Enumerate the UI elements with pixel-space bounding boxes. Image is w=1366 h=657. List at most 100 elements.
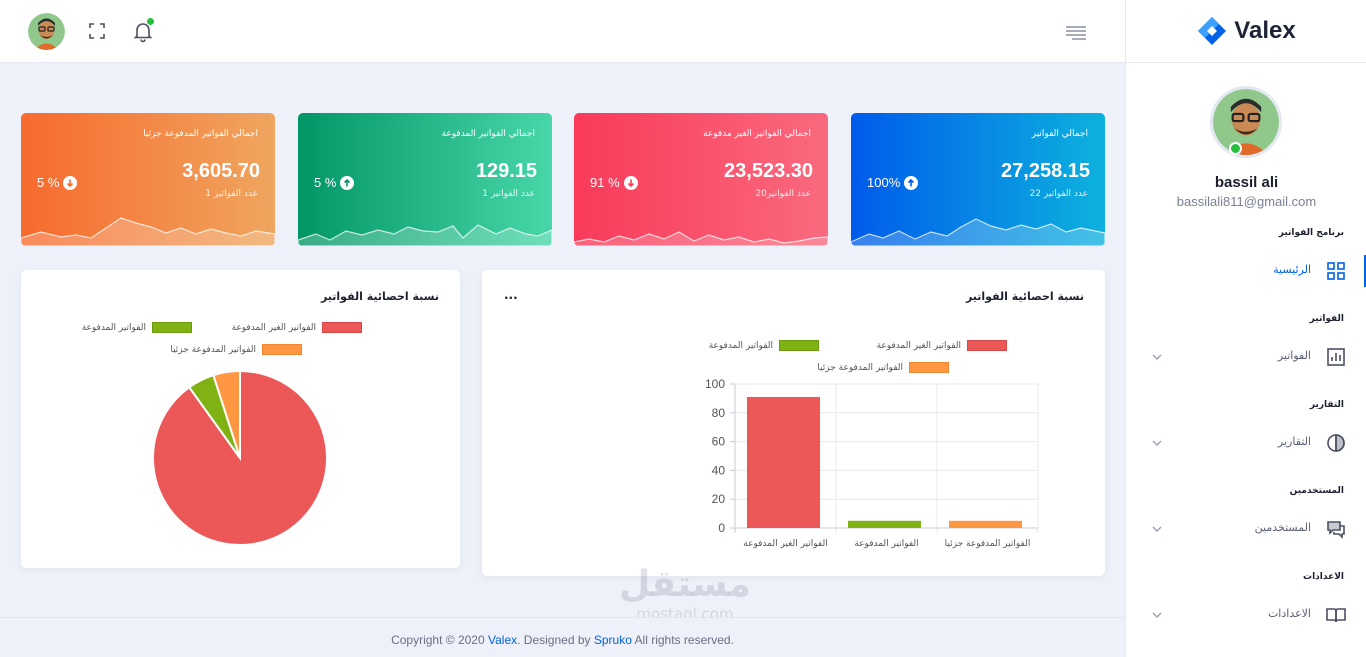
kpi-card-partially-paid[interactable]: اجمالي الفواتير المدفوعة جزئيا 3,605.70 … — [21, 113, 275, 246]
card-value: 23,523.30 — [724, 160, 813, 182]
bar-chart-panel: نسبة احصائية الفواتير ... الفواتير الغير… — [482, 270, 1105, 576]
card-pct-value: 100% — [867, 175, 901, 190]
nav-category-invoices: الفواتير — [1309, 314, 1344, 324]
card-value: 129.15 — [475, 160, 537, 182]
bar-chart: 0 20 40 60 80 100 الفواتير الغير المدفوعة الفوا… — [705, 377, 1039, 549]
legend-item-unpaid[interactable]: الفواتير الغير المدفوعة — [877, 340, 1007, 351]
valex-logo-icon — [1198, 17, 1227, 45]
card-pct-value: 5 % — [37, 175, 60, 190]
bar — [949, 520, 1022, 528]
avatar-image — [1213, 89, 1279, 155]
bar — [848, 520, 921, 528]
footer-brand-link[interactable]: Valex — [487, 633, 518, 647]
footer-prefix: Copyright © 2020 — [391, 633, 488, 647]
sidebar-item-users[interactable]: المستخدمين — [1126, 512, 1366, 546]
profile-email: bassilali811@gmail.com — [1176, 194, 1317, 209]
avatar-image — [28, 13, 65, 50]
sidebar-item-reports[interactable]: التقارير — [1126, 426, 1366, 460]
legend-label: الفواتير المدفوعة جزئيا — [817, 362, 903, 373]
chevron-down-icon — [1152, 354, 1162, 360]
card-percentage: 5 % — [37, 175, 78, 190]
y-tick-label: 100 — [705, 377, 725, 391]
arrow-down-circle-icon — [623, 175, 638, 190]
kpi-card-unpaid[interactable]: اجمالي الفواتير الغير مدفوعة 23,523.30 ع… — [574, 113, 828, 246]
arrow-up-circle-icon — [340, 175, 355, 190]
sidebar-item-label: التقارير — [1277, 435, 1311, 448]
chevron-down-icon — [1152, 612, 1162, 618]
sidebar-item-home[interactable]: الرئيسية — [1126, 254, 1366, 288]
watermark-arabic: مستقل — [619, 564, 751, 605]
watermark: مستقل mostaql.com — [595, 564, 775, 624]
legend-swatch — [909, 362, 949, 373]
sidebar: Valex bassil ali bassilali811@gmail.com … — [1125, 0, 1366, 657]
profile-avatar[interactable] — [1210, 86, 1282, 158]
card-subtitle: عدد الفواتير 1 — [205, 189, 258, 199]
legend-swatch — [322, 322, 362, 333]
y-tick-label: 80 — [712, 406, 726, 420]
legend-swatch — [262, 344, 302, 355]
pie-chart — [152, 369, 328, 546]
legend-label: الفواتير المدفوعة جزئيا — [170, 344, 256, 355]
legend-item-paid[interactable]: الفواتير المدفوعة — [82, 322, 192, 333]
card-subtitle: عدد الفواتير20 — [755, 189, 811, 199]
card-sparkline — [574, 231, 828, 246]
online-status-dot — [1229, 142, 1242, 155]
nav-category-program: برنامج الفواتير — [1278, 228, 1344, 238]
legend-item-unpaid[interactable]: الفواتير الغير المدفوعة — [232, 322, 362, 333]
legend-item-partial[interactable]: الفواتير المدفوعة جزئيا — [817, 362, 949, 373]
sidebar-item-settings[interactable]: الاعدادات — [1126, 598, 1366, 632]
card-subtitle: عدد الفواتير 22 — [1029, 189, 1088, 199]
y-tick-label: 40 — [712, 463, 726, 477]
card-title: اجمالي الفواتير — [1031, 129, 1088, 139]
brand-logo[interactable]: Valex — [1126, 0, 1366, 63]
card-sparkline — [21, 217, 275, 246]
sidebar-item-label: الفواتير — [1277, 349, 1311, 362]
chevron-down-icon — [1152, 526, 1162, 532]
footer: Copyright © 2020 Valex. Designed by Spru… — [0, 617, 1125, 657]
more-options-button[interactable]: ... — [504, 288, 518, 302]
card-sparkline — [298, 224, 552, 246]
sidebar-item-label: المستخدمين — [1254, 521, 1311, 534]
y-tick-label: 0 — [718, 521, 725, 535]
chat-icon — [1327, 521, 1345, 539]
bar — [747, 396, 820, 528]
card-value: 27,258.15 — [1001, 160, 1090, 182]
card-sparkline — [851, 218, 1105, 246]
legend-label: الفواتير الغير المدفوعة — [231, 322, 316, 333]
legend-swatch — [779, 340, 819, 351]
card-percentage: 100% — [867, 175, 919, 190]
kpi-card-total[interactable]: اجمالي الفواتير 27,258.15 عدد الفواتير 2… — [851, 113, 1105, 246]
pie-chart-panel: نسبة احصائية الفواتير الفواتير الغير الم… — [21, 270, 460, 568]
kpi-card-paid[interactable]: اجمالي الفواتير المدفوعة 129.15 عدد الفو… — [298, 113, 552, 246]
card-percentage: 91 % — [590, 175, 638, 190]
arrow-down-circle-icon — [63, 175, 78, 190]
x-tick-label: الفواتير المدفوعة — [854, 539, 918, 549]
arrow-up-circle-icon — [904, 175, 919, 190]
sidebar-item-invoices[interactable]: الفواتير — [1126, 340, 1366, 374]
card-title: اجمالي الفواتير المدفوعة جزئيا — [143, 129, 258, 139]
top-header — [0, 0, 1125, 63]
card-subtitle: عدد الفواتير 1 — [482, 189, 535, 199]
card-title: اجمالي الفواتير الغير مدفوعة — [703, 129, 811, 139]
legend-item-partial[interactable]: الفواتير المدفوعة جزئيا — [170, 344, 302, 355]
y-tick-label: 20 — [712, 492, 726, 506]
legend-item-paid[interactable]: الفواتير المدفوعة — [709, 340, 819, 351]
legend-label: الفواتير المدفوعة — [81, 322, 146, 333]
x-tick-label: الفواتير المدفوعة جزئيا — [945, 539, 1031, 549]
pie-icon — [1327, 434, 1345, 452]
footer-suffix: All rights reserved. — [631, 633, 734, 647]
chevron-down-icon — [1152, 440, 1162, 446]
footer-middle: . Designed by — [517, 633, 594, 647]
menu-icon[interactable] — [1063, 22, 1089, 42]
footer-designer-link[interactable]: Spruko — [593, 633, 632, 647]
dashboard-icon — [1327, 262, 1345, 280]
fullscreen-icon[interactable] — [86, 20, 108, 42]
legend-swatch — [152, 322, 192, 333]
card-pct-value: 5 % — [314, 175, 337, 190]
pie-slice — [212, 369, 241, 459]
header-avatar[interactable] — [28, 13, 65, 50]
book-icon — [1326, 608, 1346, 623]
nav-category-users: المستخدمين — [1289, 486, 1344, 496]
bell-icon[interactable] — [131, 19, 155, 43]
legend-label: الفواتير الغير المدفوعة — [876, 340, 961, 351]
